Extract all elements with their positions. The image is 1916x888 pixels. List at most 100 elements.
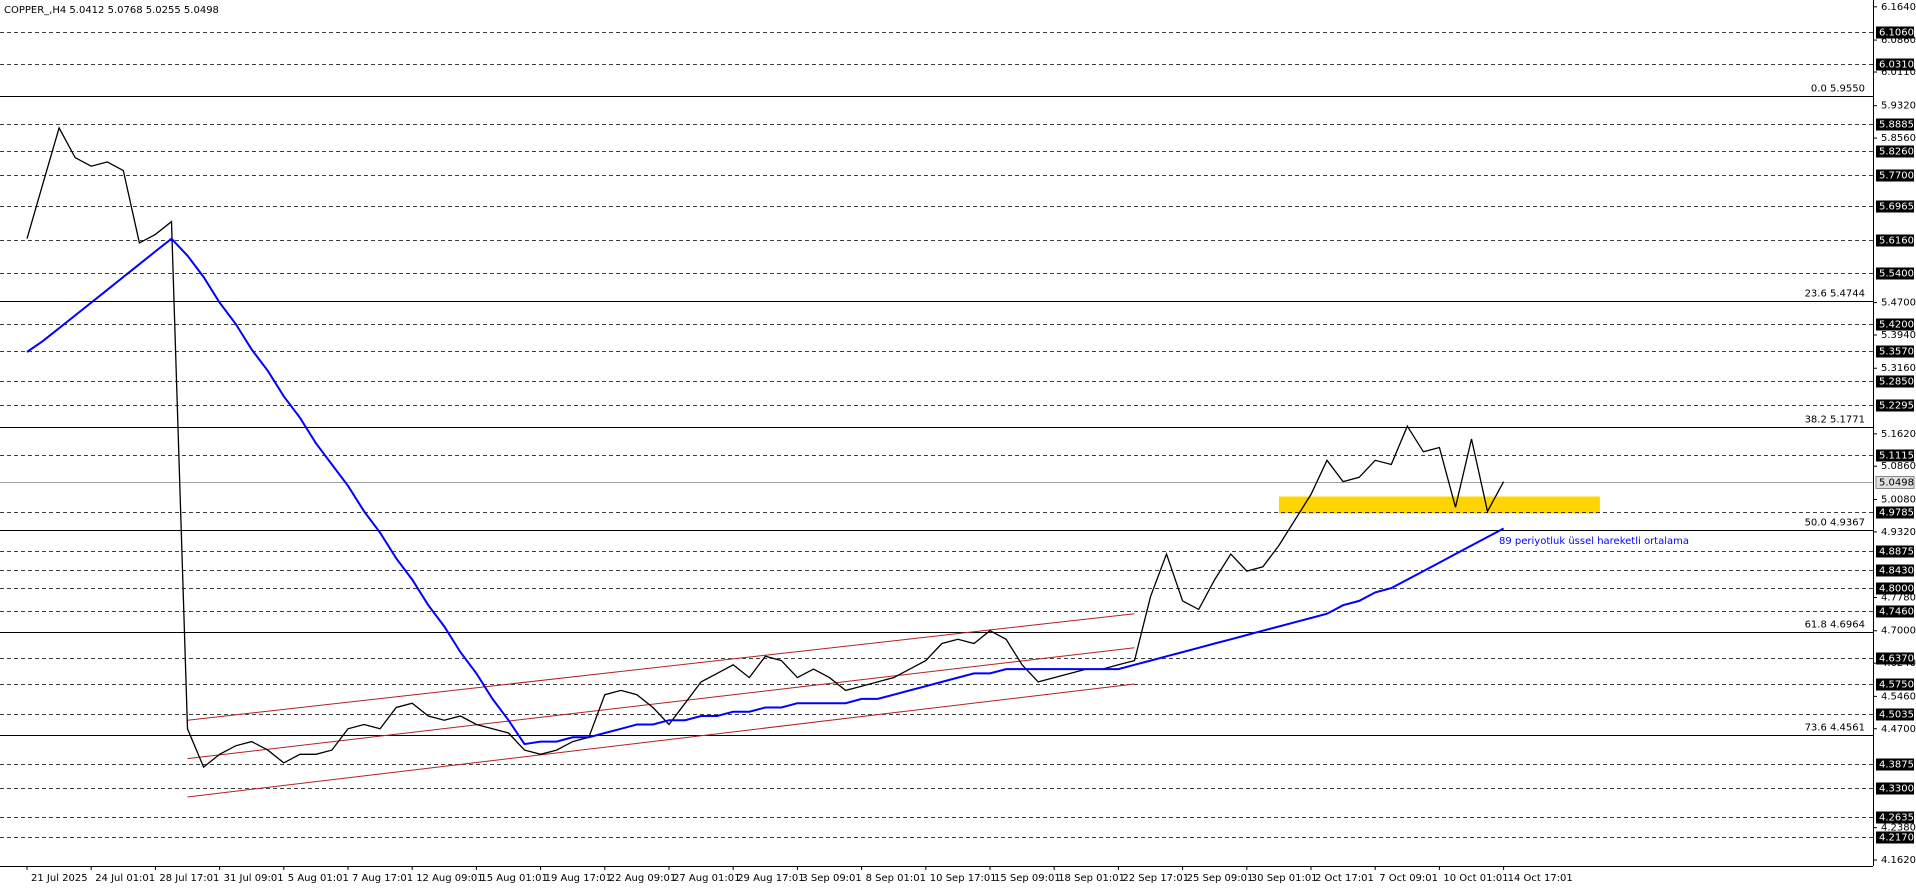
- y-tick-label: 6.0110: [1881, 67, 1916, 78]
- x-tick-label: 28 Jul 17:01: [159, 873, 219, 884]
- level-label: 4.8430: [1879, 566, 1914, 577]
- level-label: 5.7700: [1879, 171, 1914, 182]
- x-tick-label: 10 Oct 01:01: [1443, 873, 1508, 884]
- y-tick-label: 6.1640: [1881, 2, 1916, 13]
- x-tick-label: 15 Sep 09:01: [994, 873, 1061, 884]
- level-label-box: [1876, 26, 1914, 39]
- level-label-box: [1876, 782, 1914, 795]
- x-tick-label: 2 Oct 17:01: [1315, 873, 1374, 884]
- x-tick-label: 7 Aug 17:01: [352, 873, 413, 884]
- x-tick-label: 18 Sep 01:01: [1058, 873, 1125, 884]
- level-label-box: [1876, 811, 1914, 824]
- y-tick-label: 4.7780: [1881, 593, 1916, 604]
- level-label: 4.8875: [1879, 547, 1914, 558]
- level-label-box: [1876, 58, 1914, 71]
- y-tick-label: 5.3940: [1881, 330, 1916, 341]
- x-tick-label: 7 Oct 09:01: [1379, 873, 1438, 884]
- y-tick-label: 5.1620: [1881, 429, 1916, 440]
- y-tick-label: 4.1620: [1881, 855, 1916, 866]
- level-label: 4.5750: [1879, 680, 1914, 691]
- level-label: 6.0310: [1879, 60, 1914, 71]
- level-label-box: [1876, 118, 1914, 131]
- x-tick-label: 29 Aug 17:01: [737, 873, 804, 884]
- level-label-box: [1876, 545, 1914, 558]
- x-tick-label: 21 Jul 2025: [31, 873, 88, 884]
- x-tick-label: 25 Sep 09:01: [1187, 873, 1254, 884]
- level-label: 4.2170: [1879, 833, 1914, 844]
- level-label: 5.2850: [1879, 377, 1914, 388]
- level-label: 6.1060: [1879, 28, 1914, 39]
- x-tick-label: 10 Sep 17:01: [930, 873, 997, 884]
- y-tick-label: 5.9320: [1881, 101, 1916, 112]
- last-price-box: [1875, 476, 1915, 489]
- x-tick-label: 24 Jul 01:01: [95, 873, 155, 884]
- level-label-box: [1876, 831, 1914, 844]
- level-label: 5.4200: [1879, 320, 1914, 331]
- fib-label: 61.8 4.6964: [1805, 620, 1865, 631]
- fib-label: 50.0 4.9367: [1805, 518, 1865, 529]
- fib-label: 73.6 4.4561: [1805, 723, 1865, 734]
- y-tick-label: 4.7000: [1881, 626, 1916, 637]
- annotation: 89 periyotluk üssel hareketli ortalama: [1499, 536, 1689, 547]
- chart-title: COPPER_,H4 5.0412 5.0768 5.0255 5.0498: [4, 5, 219, 16]
- y-tick-label: 4.9320: [1881, 527, 1916, 538]
- level-label-box: [1876, 318, 1914, 331]
- y-tick-label: 5.0080: [1881, 494, 1916, 505]
- level-label: 5.8885: [1879, 120, 1914, 131]
- fib-label: 23.6 5.4744: [1805, 289, 1865, 300]
- level-label-box: [1876, 564, 1914, 577]
- channel-line: [187, 683, 1135, 798]
- x-tick-label: 8 Sep 01:01: [866, 873, 926, 884]
- level-label: 4.3875: [1879, 760, 1914, 771]
- x-tick-label: 19 Aug 17:01: [545, 873, 612, 884]
- level-label: 4.5035: [1879, 710, 1914, 721]
- ema-line: [26, 237, 1505, 746]
- y-tick-label: 6.0860: [1881, 35, 1916, 46]
- level-label: 4.9785: [1879, 508, 1914, 519]
- x-tick-label: 15 Aug 01:01: [480, 873, 547, 884]
- y-tick-label: 4.4700: [1881, 724, 1916, 735]
- level-label-box: [1876, 145, 1914, 158]
- level-label-box: [1876, 449, 1914, 462]
- x-tick-label: 27 Aug 01:01: [673, 873, 740, 884]
- y-tick-label: 5.8560: [1881, 133, 1916, 144]
- level-label-box: [1876, 169, 1914, 182]
- level-label-box: [1876, 234, 1914, 247]
- level-label-box: [1876, 399, 1914, 412]
- x-tick-label: 5 Aug 01:01: [288, 873, 349, 884]
- level-label: 5.5400: [1879, 269, 1914, 280]
- channel-line: [187, 613, 1135, 721]
- level-label-box: [1876, 758, 1914, 771]
- level-label-box: [1876, 200, 1914, 213]
- level-label-box: [1876, 605, 1914, 618]
- x-tick-label: 12 Aug 09:01: [416, 873, 483, 884]
- fib-label: 38.2 5.1771: [1805, 415, 1865, 426]
- price-line: [26, 126, 1505, 769]
- y-tick-label: 4.5460: [1881, 691, 1916, 702]
- support-zone: [1278, 496, 1600, 514]
- level-label: 5.8260: [1879, 147, 1914, 158]
- level-label-box: [1876, 708, 1914, 721]
- x-tick-label: 31 Jul 09:01: [224, 873, 284, 884]
- level-label: 5.2295: [1879, 401, 1914, 412]
- level-label: 4.7460: [1879, 607, 1914, 618]
- level-label: 5.6160: [1879, 236, 1914, 247]
- x-tick-label: 22 Aug 09:01: [609, 873, 676, 884]
- level-label-box: [1876, 678, 1914, 691]
- y-tick-label: 4.2380: [1881, 823, 1916, 834]
- level-label-box: [1876, 267, 1914, 280]
- x-tick-label: 30 Sep 01:01: [1251, 873, 1318, 884]
- x-tick-label: 22 Sep 17:01: [1122, 873, 1189, 884]
- fib-label: 0.0 5.9550: [1811, 84, 1865, 95]
- last-price-label: 5.0498: [1879, 478, 1914, 489]
- y-tick-label: 5.0860: [1881, 461, 1916, 472]
- level-label: 5.3570: [1879, 347, 1914, 358]
- level-label-box: [1876, 345, 1914, 358]
- level-label: 5.1115: [1879, 451, 1914, 462]
- level-label-box: [1876, 582, 1914, 595]
- level-label: 5.6965: [1879, 202, 1914, 213]
- x-tick-label: 14 Oct 17:01: [1508, 873, 1573, 884]
- y-tick-label: 5.3160: [1881, 363, 1916, 374]
